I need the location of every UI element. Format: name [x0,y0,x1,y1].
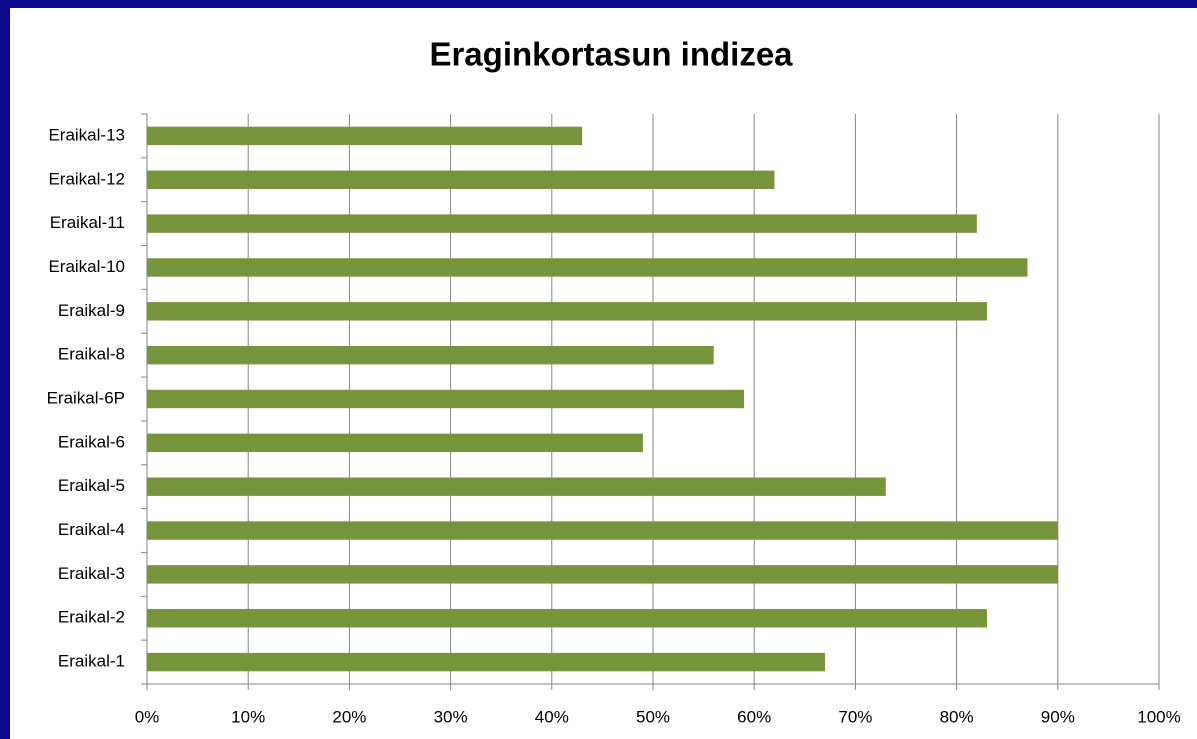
x-tick-label: 60% [737,707,771,726]
x-tick-label: 10% [231,707,265,726]
x-tick-label: 20% [332,707,366,726]
bar [147,565,1058,584]
x-tick-label: 30% [434,707,468,726]
bar [147,477,886,496]
y-tick-label: Eraikal-5 [58,476,125,495]
bar [147,433,643,453]
y-tick-label: Eraikal-4 [58,520,125,539]
bar [147,609,987,628]
x-tick-label: 80% [940,707,974,726]
y-tick-label: Eraikal-11 [50,213,125,232]
x-tick-label: 50% [636,707,670,726]
y-tick-label: Eraikal-6 [58,432,125,451]
y-tick-label: Eraikal-3 [58,564,125,583]
y-tick-label: Eraikal-2 [58,608,125,627]
bar [147,302,987,321]
bar [147,345,714,365]
bar [147,389,745,409]
x-tick-label: 0% [135,707,160,726]
bar [147,170,775,189]
chart-background [10,8,1197,739]
bar [147,258,1028,277]
x-tick-label: 100% [1137,707,1180,726]
y-tick-label: Eraikal-12 [48,169,125,188]
y-tick-label: Eraikal-1 [58,652,125,671]
y-tick-label: Eraikal-13 [48,125,125,144]
bar [147,652,826,672]
y-tick-label: Eraikal-9 [58,301,125,320]
x-tick-label: 90% [1041,707,1075,726]
bar [147,521,1058,540]
y-tick-label: Eraikal-8 [58,345,125,364]
y-tick-label: Eraikal-10 [48,257,125,276]
x-tick-label: 40% [535,707,569,726]
bar [147,214,977,233]
y-tick-label: Eraikal-6P [47,388,125,407]
x-tick-label: 70% [838,707,872,726]
chart-title: Eraginkortasun indizea [429,36,793,73]
bar [147,126,583,146]
